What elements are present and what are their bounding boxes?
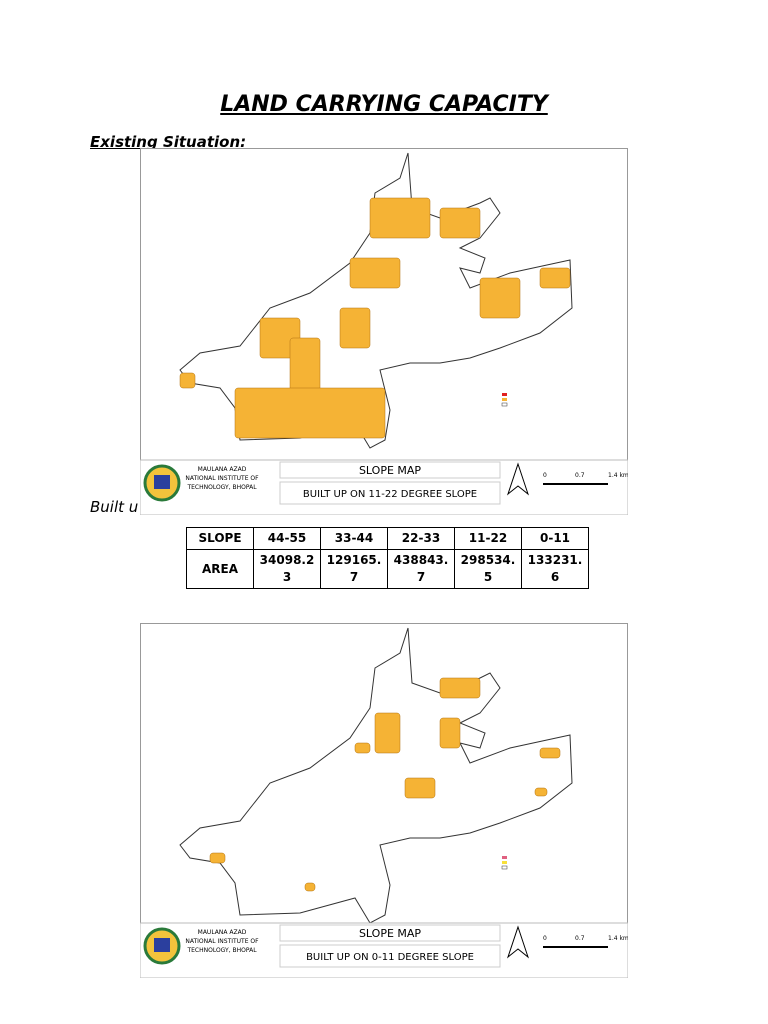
institute-name: TECHNOLOGY, BHOPAL <box>186 947 257 954</box>
scale-label: 0 <box>543 935 547 942</box>
map-subtitle-box <box>279 481 501 505</box>
map-subtitle: BUILT UP ON 11-22 DEGREE SLOPE <box>303 489 477 500</box>
scale-label: 0 <box>543 472 547 479</box>
institute-name: NATIONAL INSTITUTE OF <box>185 475 259 482</box>
map-title: SLOPE MAP <box>359 464 421 477</box>
built-up-patch <box>539 747 561 759</box>
scale-label: 1.4 km <box>608 935 628 942</box>
table-cell: 11-22 <box>454 527 522 550</box>
map-subtitle: BUILT UP ON 0-11 DEGREE SLOPE <box>306 952 474 963</box>
table-cell: 133231.6 <box>521 549 589 589</box>
table-row: AREA 34098.23 129165.7 438843.7 298534.5 1332… <box>186 549 589 589</box>
legend-swatch <box>501 402 508 407</box>
table-cell: 34098.23 <box>253 549 321 589</box>
built-up-patch <box>374 712 401 754</box>
legend-swatch <box>502 861 507 864</box>
legend-box <box>500 848 572 874</box>
scale-label: 0.7 <box>575 935 585 942</box>
table-row: SLOPE 44-55 33-44 22-33 11-22 0-11 <box>186 527 589 550</box>
institute-logo-inner <box>154 475 170 489</box>
section-heading: Existing Situation: <box>90 133 247 151</box>
legend-swatch <box>502 856 507 859</box>
map-title: SLOPE MAP <box>359 927 421 940</box>
table-cell: 22-33 <box>387 527 455 550</box>
legend-swatch <box>502 393 507 396</box>
map-title-box <box>279 461 501 479</box>
table-cell: 44-55 <box>253 527 321 550</box>
institute-name: MAULANA AZAD <box>198 929 247 936</box>
table-cell: 129165.7 <box>320 549 388 589</box>
institute-name: MAULANA AZAD <box>198 466 247 473</box>
caption: Built u <box>90 498 139 516</box>
built-up-patch <box>534 787 548 797</box>
scale-label: 0.7 <box>575 472 585 479</box>
built-up-patch <box>539 267 571 289</box>
north-arrow <box>506 462 530 496</box>
map-subtitle-box <box>279 944 501 968</box>
built-up-patch <box>179 372 196 389</box>
table-cell: AREA <box>186 549 254 589</box>
table-cell: 0-11 <box>521 527 589 550</box>
built-up-patch <box>354 742 371 754</box>
area-table: SLOPE 44-55 33-44 22-33 11-22 0-11 AREA 34098.2… <box>186 527 589 589</box>
built-up-patch <box>349 257 401 289</box>
built-up-patch <box>439 207 481 239</box>
table-cell: 298534.5 <box>454 549 522 589</box>
built-up-patch <box>234 387 386 439</box>
north-arrow <box>506 925 530 959</box>
built-up-patch <box>304 882 316 892</box>
legend-swatch <box>501 865 508 870</box>
slope-map: MAULANA AZAD NATIONAL INSTITUTE OF TECHNOL… <box>140 148 628 515</box>
built-up-patch <box>339 307 371 349</box>
institute-name: NATIONAL INSTITUTE OF <box>185 938 259 945</box>
table-cell: SLOPE <box>186 527 254 550</box>
institute-logo-inner <box>154 938 170 952</box>
slope-map: MAULANA AZAD NATIONAL INSTITUTE OF TECHNOL… <box>140 623 628 978</box>
scale-label: 1.4 km <box>608 472 628 479</box>
map-title-box <box>279 924 501 942</box>
built-up-patch <box>404 777 436 799</box>
table-cell: 438843.7 <box>387 549 455 589</box>
built-up-patch <box>369 197 431 239</box>
built-up-patch <box>439 717 461 749</box>
built-up-patch <box>439 677 481 699</box>
legend-box <box>500 385 572 411</box>
map-boundary <box>179 627 573 924</box>
built-up-patch <box>209 852 226 864</box>
page-title: LAND CARRYING CAPACITY <box>220 92 548 117</box>
institute-name: TECHNOLOGY, BHOPAL <box>186 484 257 491</box>
legend-swatch <box>502 398 507 401</box>
built-up-patch <box>479 277 521 319</box>
table-cell: 33-44 <box>320 527 388 550</box>
